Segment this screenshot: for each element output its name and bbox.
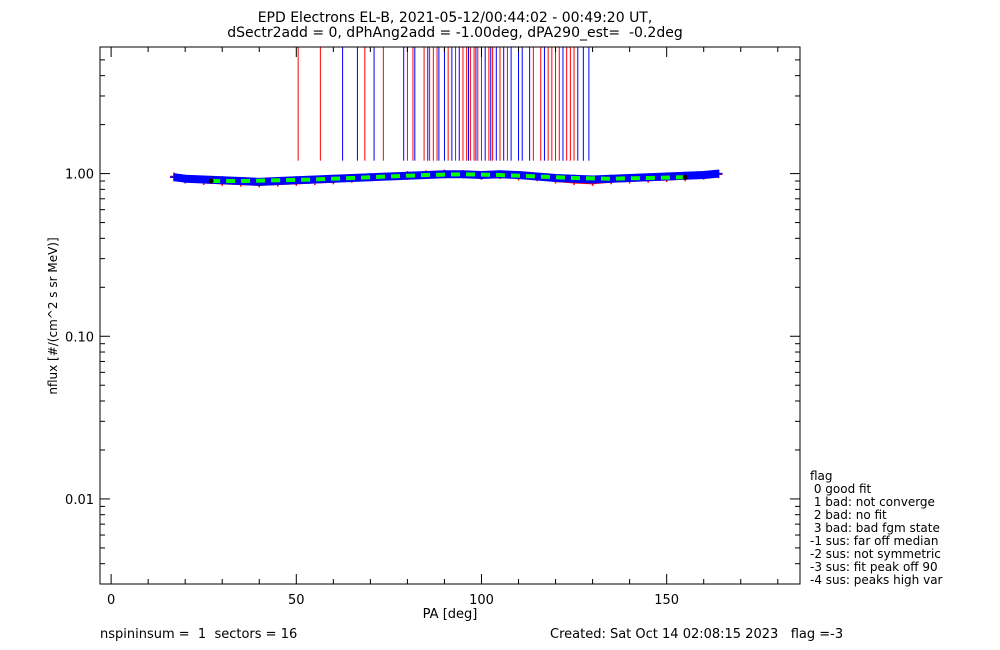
- y-tick-label: 0.01: [65, 493, 94, 508]
- blue-data-point: [699, 171, 708, 180]
- legend-item: 1 bad: not converge: [810, 495, 935, 509]
- y-tick-label: 1.00: [65, 168, 94, 183]
- legend-item: 0 good fit: [810, 482, 872, 496]
- blue-data-point: [714, 169, 723, 178]
- x-tick-label: 50: [288, 593, 305, 608]
- legend-item: -2 sus: not symmetric: [810, 547, 941, 561]
- x-tick-label: 150: [654, 593, 679, 608]
- fit-line: [208, 172, 688, 184]
- chart-title-line2: dSectr2add = 0, dPhAng2add = -1.00deg, d…: [227, 25, 683, 41]
- chart-title-line1: EPD Electrons EL-B, 2021-05-12/00:44:02 …: [257, 10, 653, 26]
- y-axis-label: nflux [#/(cm^2 s sr MeV)]: [46, 237, 60, 394]
- fit-endpoint-marker: [682, 174, 688, 180]
- legend-item: -1 sus: far off median: [810, 534, 939, 548]
- blue-data-point: [181, 174, 190, 183]
- x-axis-label: PA [deg]: [423, 607, 478, 622]
- blue-data-point: [170, 173, 179, 182]
- axis-tick-labels: 0 50 100 150 0.01 0.10 1.00: [65, 168, 679, 608]
- plot-frame: [99, 46, 801, 585]
- legend-item: -3 sus: fit peak off 90: [810, 560, 938, 574]
- axis-ticks: [100, 46, 800, 585]
- green-fit-line: [211, 172, 686, 184]
- footer-created-info: Created: Sat Oct 14 02:08:15 2023 flag =…: [550, 627, 844, 642]
- fit-endpoint-marker: [208, 178, 214, 184]
- blue-data-point: [458, 170, 467, 179]
- footer-sectors-info: nspininsum = 1 sectors = 16: [100, 627, 298, 642]
- blue-data-point: [199, 175, 208, 184]
- x-tick-label: 100: [469, 593, 494, 608]
- y-tick-label: 0.10: [65, 330, 94, 345]
- x-tick-label: 0: [107, 593, 115, 608]
- legend-item: -4 sus: peaks high var: [810, 573, 943, 587]
- legend-title: flag: [810, 469, 833, 483]
- legend-item: 3 bad: bad fgm state: [810, 521, 940, 535]
- legend-item: 2 bad: no fit: [810, 508, 887, 522]
- flag-legend: flag 0 good fit 1 bad: not converge 2 ba…: [810, 470, 942, 587]
- vertical-lines: [297, 47, 590, 161]
